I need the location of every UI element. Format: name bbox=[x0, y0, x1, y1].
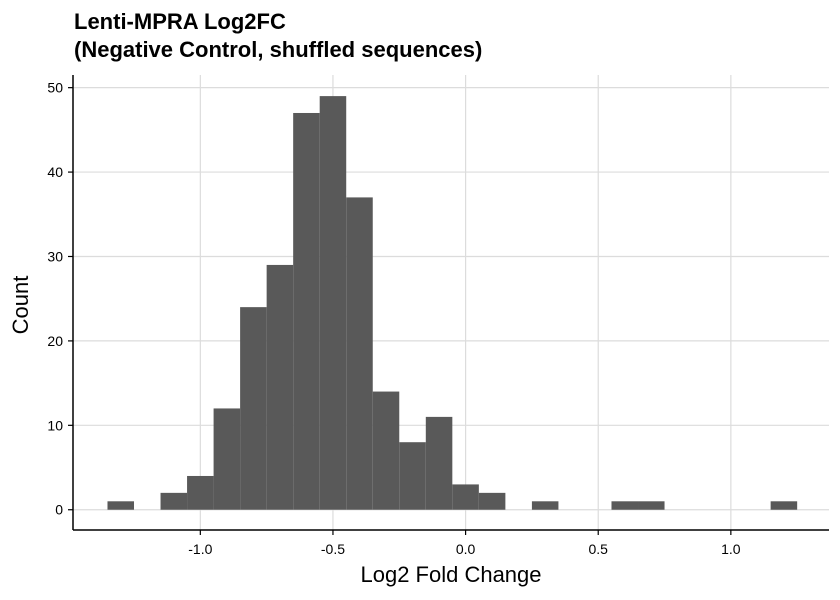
y-tick-label: 0 bbox=[55, 502, 63, 518]
y-tick-label: 40 bbox=[47, 164, 63, 180]
histogram-bar bbox=[240, 307, 267, 510]
histogram-bar bbox=[425, 416, 453, 510]
y-tick-label: 20 bbox=[47, 333, 63, 349]
y-tick-label: 30 bbox=[47, 248, 63, 264]
histogram-bar bbox=[638, 501, 665, 510]
histogram-bar bbox=[213, 408, 241, 510]
histogram-bar bbox=[266, 264, 294, 510]
x-tick-label: 0.0 bbox=[456, 541, 476, 557]
histogram-bar bbox=[293, 112, 320, 510]
x-tick-label: -1.0 bbox=[188, 541, 212, 557]
y-axis-ticks: 0 10 20 30 40 50 bbox=[47, 80, 73, 518]
y-tick-label: 50 bbox=[47, 80, 63, 96]
histogram-bar bbox=[187, 475, 214, 510]
chart-title-block: Lenti-MPRA Log2FC (Negative Control, shu… bbox=[74, 8, 482, 64]
y-axis-title: Count bbox=[8, 276, 33, 335]
histogram-bar bbox=[531, 501, 559, 510]
y-tick-label: 10 bbox=[47, 417, 63, 433]
histogram-bar bbox=[346, 197, 373, 510]
x-axis-title: Log2 Fold Change bbox=[360, 562, 541, 587]
histogram-bar bbox=[160, 492, 188, 510]
chart-subtitle: (Negative Control, shuffled sequences) bbox=[74, 37, 483, 62]
histogram-bar bbox=[319, 96, 347, 510]
x-tick-label: 0.5 bbox=[588, 541, 608, 557]
x-tick-label: -0.5 bbox=[321, 541, 345, 557]
histogram-bar bbox=[452, 484, 479, 510]
histogram-bar bbox=[107, 501, 135, 510]
histogram-bar bbox=[478, 492, 506, 510]
histogram-bar bbox=[372, 391, 400, 510]
histogram-bars bbox=[107, 96, 798, 510]
chart-title: Lenti-MPRA Log2FC bbox=[74, 9, 286, 34]
histogram-bar bbox=[399, 442, 426, 510]
x-axis-ticks: -1.0 -0.5 0.0 0.5 1.0 bbox=[188, 530, 741, 557]
histogram-bar bbox=[611, 501, 639, 510]
histogram-bar bbox=[770, 501, 798, 510]
x-tick-label: 1.0 bbox=[721, 541, 741, 557]
axes bbox=[72, 75, 829, 531]
